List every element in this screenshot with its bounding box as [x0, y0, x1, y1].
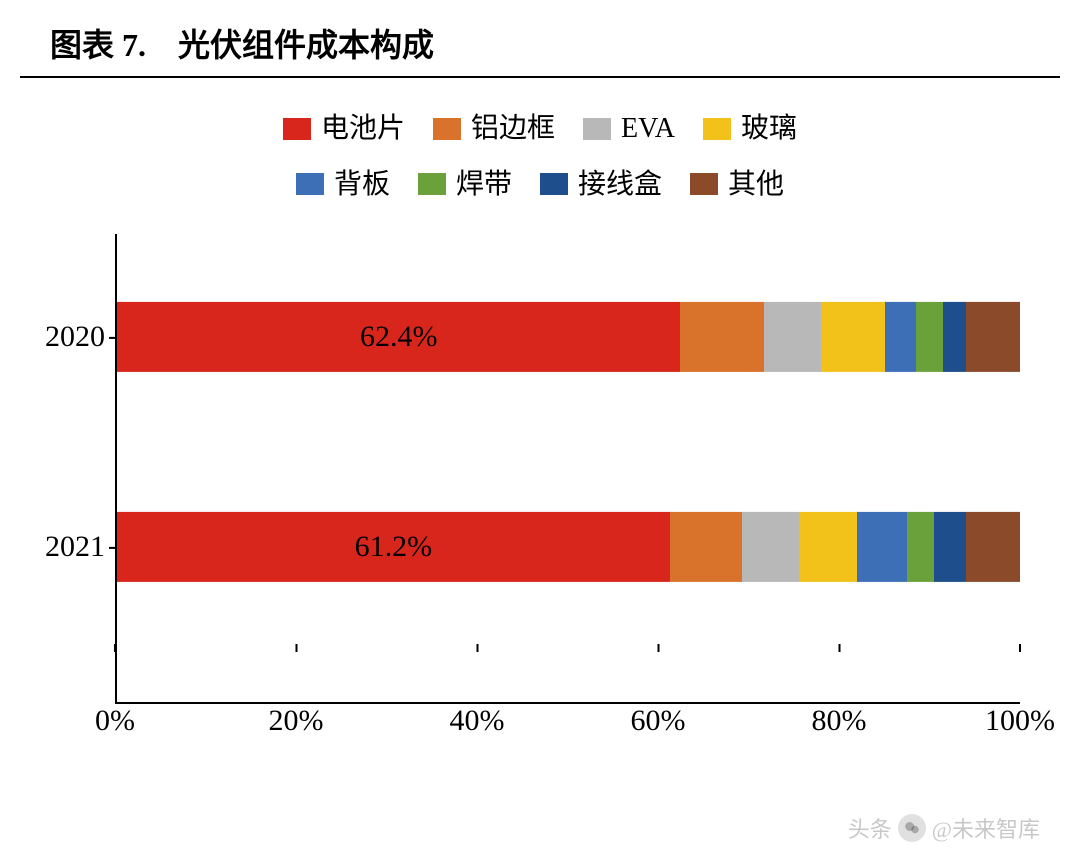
segment-other — [966, 512, 1020, 582]
segment-jbox — [943, 301, 966, 371]
legend-label: 其他 — [728, 158, 784, 211]
segment-frame — [680, 301, 764, 371]
y-axis-label: 2020 — [45, 320, 105, 354]
legend-item-eva: EVA — [583, 102, 675, 155]
chart-area: 202062.4%202161.2% 0%20%40%60%80%100% — [40, 224, 1040, 764]
segment-eva — [764, 301, 821, 371]
plot-area: 202062.4% 202161.2% — [115, 234, 1020, 704]
legend-label: EVA — [621, 102, 675, 155]
legend-swatch — [540, 173, 568, 195]
legend-swatch — [433, 118, 461, 140]
legend: 电池片 铝边框 EVA 玻璃背板 焊带 接线盒 其他 — [0, 102, 1080, 214]
segment-frame — [670, 512, 742, 582]
wechat-icon — [898, 814, 926, 842]
segment-cell: 61.2% — [117, 512, 670, 582]
segment-ribbon — [907, 512, 934, 582]
segment-jbox — [934, 512, 966, 582]
legend-swatch — [296, 173, 324, 195]
x-tick-label: 20% — [269, 704, 324, 738]
title-prefix: 图表 7. — [50, 27, 146, 63]
segment-glass — [821, 301, 884, 371]
segment-eva — [742, 512, 799, 582]
legend-label: 背板 — [334, 158, 390, 211]
legend-swatch — [583, 118, 611, 140]
legend-item-glass: 玻璃 — [703, 102, 797, 155]
legend-label: 焊带 — [456, 158, 512, 211]
x-tick-label: 40% — [450, 704, 505, 738]
legend-label: 电池片 — [321, 102, 405, 155]
bar-row-2021: 202161.2% — [117, 512, 1020, 582]
legend-label: 接线盒 — [578, 158, 662, 211]
x-tick-label: 100% — [985, 704, 1055, 738]
segment-backsheet — [885, 301, 917, 371]
bar-row-2020: 202062.4% — [117, 301, 1020, 371]
legend-label: 玻璃 — [741, 102, 797, 155]
legend-swatch — [418, 173, 446, 195]
title-text: 光伏组件成本构成 — [178, 27, 434, 63]
segment-label: 61.2% — [355, 530, 433, 564]
legend-swatch — [690, 173, 718, 195]
legend-item-frame: 铝边框 — [433, 102, 555, 155]
watermark-prefix: 头条 — [848, 812, 892, 844]
legend-item-backsheet: 背板 — [296, 158, 390, 211]
x-tick-label: 0% — [95, 704, 135, 738]
legend-item-other: 其他 — [690, 158, 784, 211]
segment-glass — [799, 512, 858, 582]
segment-cell: 62.4% — [117, 301, 680, 371]
segment-ribbon — [916, 301, 943, 371]
y-axis-label: 2021 — [45, 530, 105, 564]
segment-backsheet — [857, 512, 907, 582]
x-tick-label: 60% — [631, 704, 686, 738]
legend-item-jbox: 接线盒 — [540, 158, 662, 211]
legend-swatch — [703, 118, 731, 140]
x-axis-ticks: 0%20%40%60%80%100% — [115, 704, 1020, 764]
watermark-text: @未来智库 — [932, 812, 1040, 844]
segment-label: 62.4% — [360, 320, 438, 354]
legend-item-cell: 电池片 — [283, 102, 405, 155]
x-tick-label: 80% — [812, 704, 867, 738]
legend-label: 铝边框 — [471, 102, 555, 155]
watermark: 头条 @未来智库 — [848, 812, 1040, 844]
legend-item-ribbon: 焊带 — [418, 158, 512, 211]
chart-title: 图表 7. 光伏组件成本构成 — [20, 0, 1060, 78]
segment-other — [966, 301, 1020, 371]
legend-swatch — [283, 118, 311, 140]
